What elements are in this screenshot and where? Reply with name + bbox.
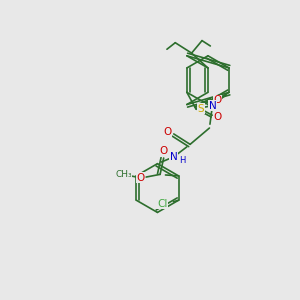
- Text: N: N: [208, 101, 216, 111]
- Text: H: H: [179, 156, 186, 165]
- Text: S: S: [197, 104, 204, 114]
- Text: CH₃: CH₃: [115, 170, 132, 179]
- Text: N: N: [170, 152, 178, 162]
- Text: O: O: [137, 173, 145, 183]
- Text: O: O: [213, 112, 221, 122]
- Text: O: O: [164, 128, 172, 137]
- Text: O: O: [160, 146, 168, 157]
- Text: Cl: Cl: [157, 199, 167, 209]
- Text: O: O: [213, 95, 221, 105]
